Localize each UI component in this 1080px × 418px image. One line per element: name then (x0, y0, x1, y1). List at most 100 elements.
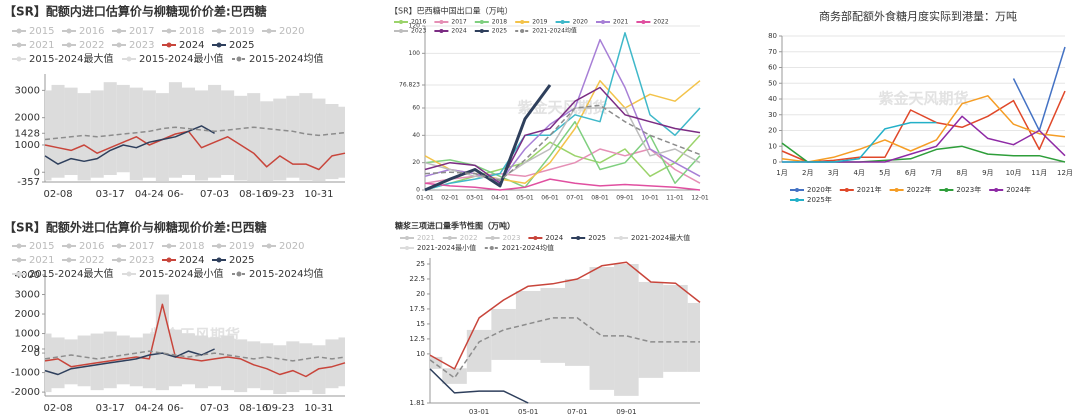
legend-label: 2016 (411, 19, 426, 26)
series-line (424, 104, 701, 182)
x-tick-label: 10-01 (641, 195, 659, 202)
legend-label: 2025年 (807, 195, 832, 204)
legend-marker (576, 236, 581, 240)
chart-title: 【SR】配额外进口估算价与柳糖现价价差:巴西糖 (4, 220, 267, 235)
legend-label: 2018 (179, 241, 204, 252)
legend-label: 2021-2024均值 (532, 27, 577, 35)
series-line (44, 348, 215, 376)
legend-marker (16, 28, 22, 34)
legend-marker (619, 236, 623, 240)
x-tick-label: 2月 (802, 169, 813, 177)
y-tick-label: 1000 (15, 140, 40, 151)
legend-label: 2022年 (907, 185, 932, 194)
y-tick-label: 40 (768, 95, 777, 103)
x-tick-label: 06- (167, 189, 184, 200)
legend-marker (447, 236, 452, 240)
legend-label: 2018 (492, 19, 507, 26)
y-tick-label: 4000 (15, 270, 40, 281)
range-band (155, 93, 169, 182)
legend-label: 2021-2024最小值 (417, 243, 476, 252)
x-tick-label: 10-31 (304, 189, 333, 200)
series-line (424, 79, 701, 184)
x-tick-label: 08-01 (591, 195, 609, 202)
range-band (540, 287, 565, 363)
chart-title: 商务部配额外食糖月度实际到港量：万吨 (819, 9, 1017, 23)
legend-label: 2021 (417, 234, 435, 242)
legend-label: 2020 (279, 26, 304, 37)
range-band (103, 331, 117, 389)
y-tick-label: 0 (773, 158, 777, 166)
legend-label: 2016 (79, 26, 104, 37)
legend-marker (266, 28, 272, 34)
series-line (424, 32, 701, 191)
y-tick-label: 0 (416, 187, 420, 194)
x-tick-label: 03-01 (466, 195, 484, 202)
y-tick-label: 20 (768, 127, 777, 135)
range-band (299, 343, 313, 391)
legend-marker (399, 29, 403, 33)
legend-marker (795, 198, 799, 202)
x-tick-label: 11-01 (666, 195, 684, 202)
x-tick-label: 04-24 (135, 189, 164, 200)
series-line (424, 107, 701, 180)
legend-label: 2017 (451, 19, 466, 26)
legend-label: 2023 (129, 255, 154, 266)
legend-label: 2024 (451, 28, 466, 35)
range-band (90, 90, 104, 178)
legend-label: 2025 (588, 234, 606, 242)
legend-marker (116, 257, 122, 263)
series-line (781, 90, 1066, 163)
legend-marker (166, 42, 172, 48)
x-tick-label: 7月 (931, 169, 942, 177)
x-tick-label: 02-08 (44, 403, 73, 414)
y-tick-label: -357 (17, 177, 40, 188)
series-line (424, 86, 701, 184)
y-tick-label: 80 (768, 32, 777, 40)
legend-label: 2020 (573, 19, 588, 26)
legend-marker (266, 243, 272, 249)
legend-marker (216, 28, 222, 34)
legend-marker (994, 188, 999, 192)
legend-marker (795, 188, 799, 192)
x-tick-label: 3月 (828, 169, 839, 177)
legend-marker (533, 236, 538, 240)
legend-marker (66, 28, 72, 34)
range-band (45, 333, 52, 393)
legend-label: 2020年 (807, 185, 832, 194)
legend-marker (126, 56, 132, 62)
legend-marker (405, 236, 409, 240)
legend-label: 2025 (229, 255, 254, 266)
range-band (129, 87, 143, 181)
legend-marker (641, 20, 646, 24)
y-tick-label: 120 (409, 23, 421, 30)
y-tick-label: 40 (412, 132, 420, 139)
legend-label: 2017 (129, 241, 154, 252)
y-tick-label: 3000 (15, 85, 40, 96)
x-tick-label: 05-01 (518, 408, 538, 416)
series-line (424, 148, 701, 184)
range-band (299, 93, 313, 181)
range-band (195, 90, 209, 181)
series-line (44, 303, 346, 378)
range-band (430, 356, 443, 369)
legend-label: 2023 (411, 28, 426, 35)
x-tick-label: 07-01 (566, 195, 584, 202)
x-tick-label: 5月 (879, 169, 890, 177)
x-tick-label: 04-01 (491, 195, 509, 202)
legend-marker (16, 257, 22, 263)
y-tick-label: 0 (34, 348, 40, 359)
series-line (424, 84, 552, 192)
range-band (103, 82, 117, 175)
series-line (429, 317, 700, 379)
legend-marker (894, 188, 899, 192)
range-band (208, 337, 222, 387)
legend-label: 2016 (79, 241, 104, 252)
legend-label: 2024 (179, 40, 204, 51)
range-band (273, 345, 287, 395)
x-tick-label: 12月 (1057, 169, 1073, 177)
range-band (338, 337, 345, 387)
x-tick-label: 08-16 (239, 403, 268, 414)
range-band (234, 339, 248, 393)
series-line (44, 125, 215, 165)
